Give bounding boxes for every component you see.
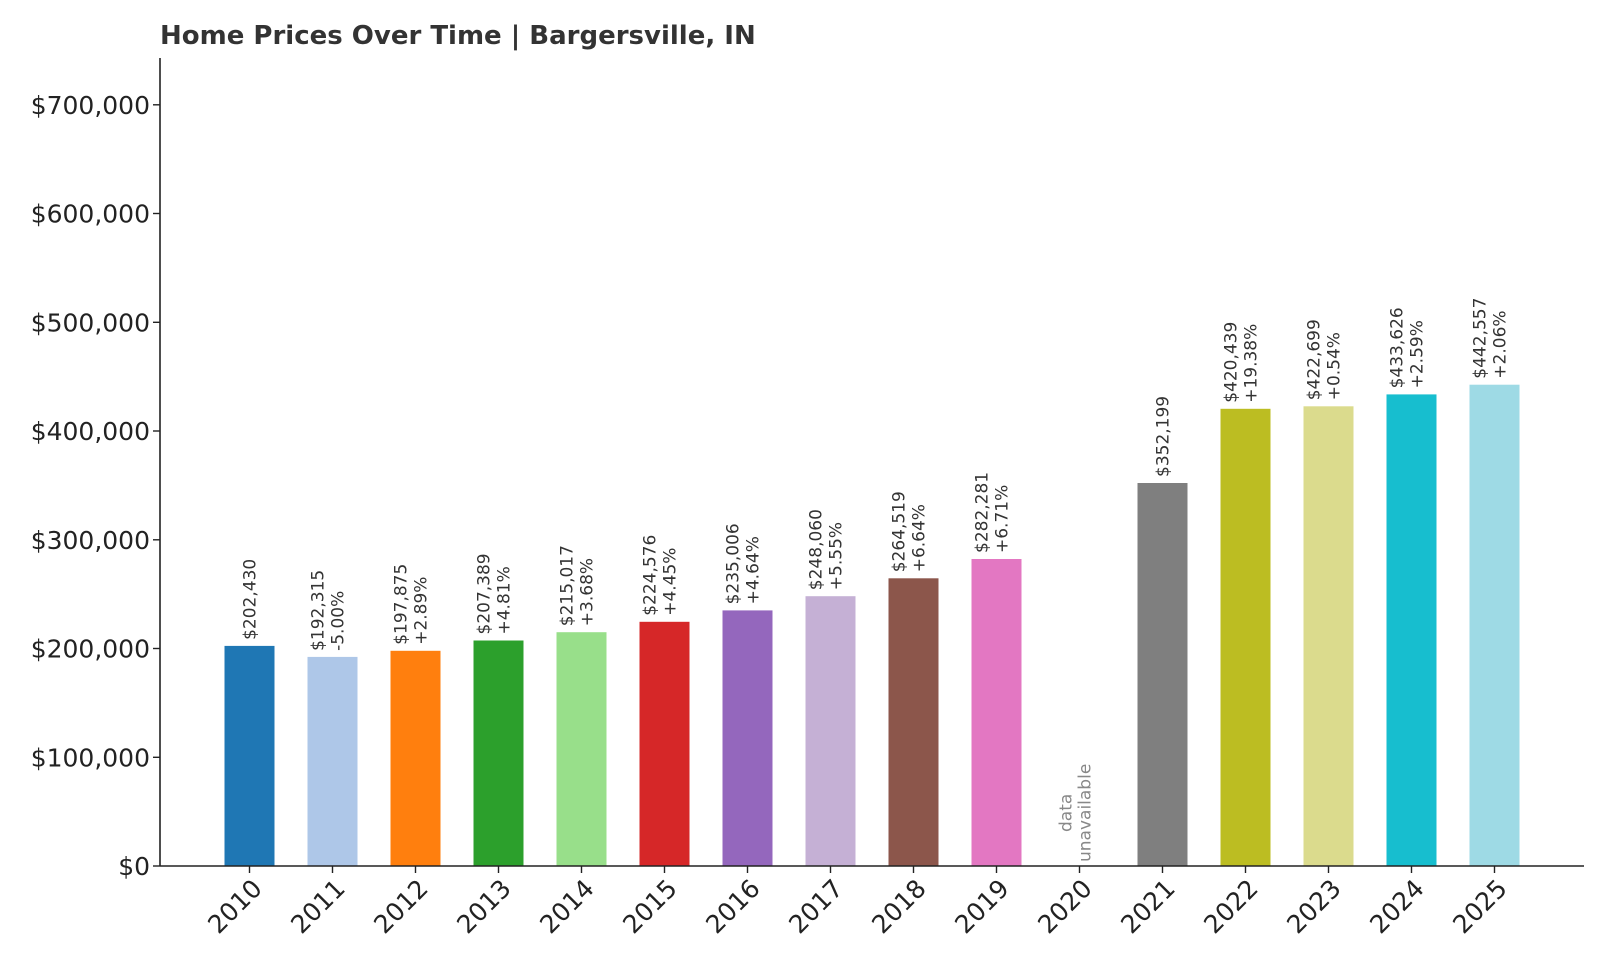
- x-tick-label-2010: 2010: [202, 874, 267, 939]
- x-tick-label-2023: 2023: [1281, 874, 1346, 939]
- y-tick-label-100000: $100,000: [31, 743, 150, 772]
- data-labels-layer: $202,430 $192,315 -5.00% $197,875 +2.89% $207…: [241, 298, 1511, 862]
- x-tick-label-2017: 2017: [783, 874, 848, 939]
- change-label-2013: +4.81%: [495, 566, 515, 634]
- bar-2018: [888, 578, 939, 866]
- value-label-2018: $264,519: [890, 491, 910, 572]
- change-label-2017: +5.55%: [827, 522, 847, 590]
- unavailable-label-2020-0: data: [1057, 794, 1077, 832]
- x-tick-label-2025: 2025: [1447, 874, 1512, 939]
- bar-2011: [307, 656, 358, 866]
- unavailable-label-2020-1: unavailable: [1076, 764, 1096, 862]
- y-tick-label-700000: $700,000: [31, 91, 150, 120]
- y-tick-label-400000: $400,000: [31, 417, 150, 446]
- x-tick-label-2018: 2018: [866, 874, 931, 939]
- value-label-2011: $192,315: [309, 570, 329, 651]
- x-tick-label-2014: 2014: [534, 874, 599, 939]
- bar-2023: [1303, 406, 1354, 866]
- bar-2021: [1137, 483, 1188, 866]
- value-label-2010: $202,430: [241, 559, 261, 640]
- value-label-2022: $420,439: [1222, 322, 1242, 403]
- x-tick-label-2019: 2019: [949, 874, 1014, 939]
- y-tick-label-600000: $600,000: [31, 200, 150, 229]
- change-label-2015: +4.45%: [661, 548, 681, 616]
- value-label-2017: $248,060: [807, 509, 827, 590]
- bar-2016: [722, 610, 773, 866]
- value-label-2016: $235,006: [724, 523, 744, 604]
- bar-2012: [390, 650, 441, 866]
- bar-2024: [1386, 394, 1437, 866]
- change-label-2014: +3.68%: [578, 558, 598, 626]
- value-label-2019: $282,281: [973, 472, 993, 553]
- value-label-2012: $197,875: [392, 564, 412, 645]
- bar-2013: [473, 640, 524, 866]
- x-tick-label-2015: 2015: [617, 874, 682, 939]
- change-label-2018: +6.64%: [910, 504, 930, 572]
- x-tick-label-2012: 2012: [368, 874, 433, 939]
- y-tick-label-300000: $300,000: [31, 526, 150, 555]
- y-tick-label-200000: $200,000: [31, 635, 150, 664]
- bar-2025: [1469, 384, 1520, 866]
- x-tick-label-2013: 2013: [451, 874, 516, 939]
- value-label-2021: $352,199: [1154, 396, 1174, 477]
- change-label-2025: +2.06%: [1491, 310, 1511, 378]
- bar-2015: [639, 621, 690, 866]
- change-label-2016: +4.64%: [744, 536, 764, 604]
- x-tick-label-2024: 2024: [1364, 874, 1429, 939]
- bar-2019: [971, 559, 1022, 866]
- bar-2014: [556, 632, 607, 866]
- x-tick-label-2021: 2021: [1115, 874, 1180, 939]
- value-label-2024: $433,626: [1388, 307, 1408, 388]
- y-tick-label-0: $0: [118, 852, 150, 881]
- change-label-2023: +0.54%: [1325, 332, 1345, 400]
- value-label-2025: $442,557: [1471, 298, 1491, 379]
- change-label-2012: +2.89%: [412, 577, 432, 645]
- change-label-2022: +19.38%: [1242, 324, 1262, 403]
- bar-2010: [224, 645, 275, 866]
- value-label-2023: $422,699: [1305, 319, 1325, 400]
- x-tick-label-2022: 2022: [1198, 874, 1263, 939]
- x-tick-label-2020: 2020: [1032, 874, 1097, 939]
- bar-2022: [1220, 408, 1271, 866]
- bars-layer: [224, 384, 1520, 866]
- value-label-2013: $207,389: [475, 553, 495, 634]
- x-tick-label-2016: 2016: [700, 874, 765, 939]
- change-label-2024: +2.59%: [1408, 320, 1428, 388]
- x-tick-label-2011: 2011: [285, 874, 350, 939]
- bar-2017: [805, 596, 856, 866]
- chart-title: Home Prices Over Time | Bargersville, IN: [160, 21, 756, 51]
- change-label-2011: -5.00%: [329, 591, 349, 651]
- value-label-2014: $215,017: [558, 545, 578, 626]
- change-label-2019: +6.71%: [993, 485, 1013, 553]
- y-tick-label-500000: $500,000: [31, 308, 150, 337]
- value-label-2015: $224,576: [641, 535, 661, 616]
